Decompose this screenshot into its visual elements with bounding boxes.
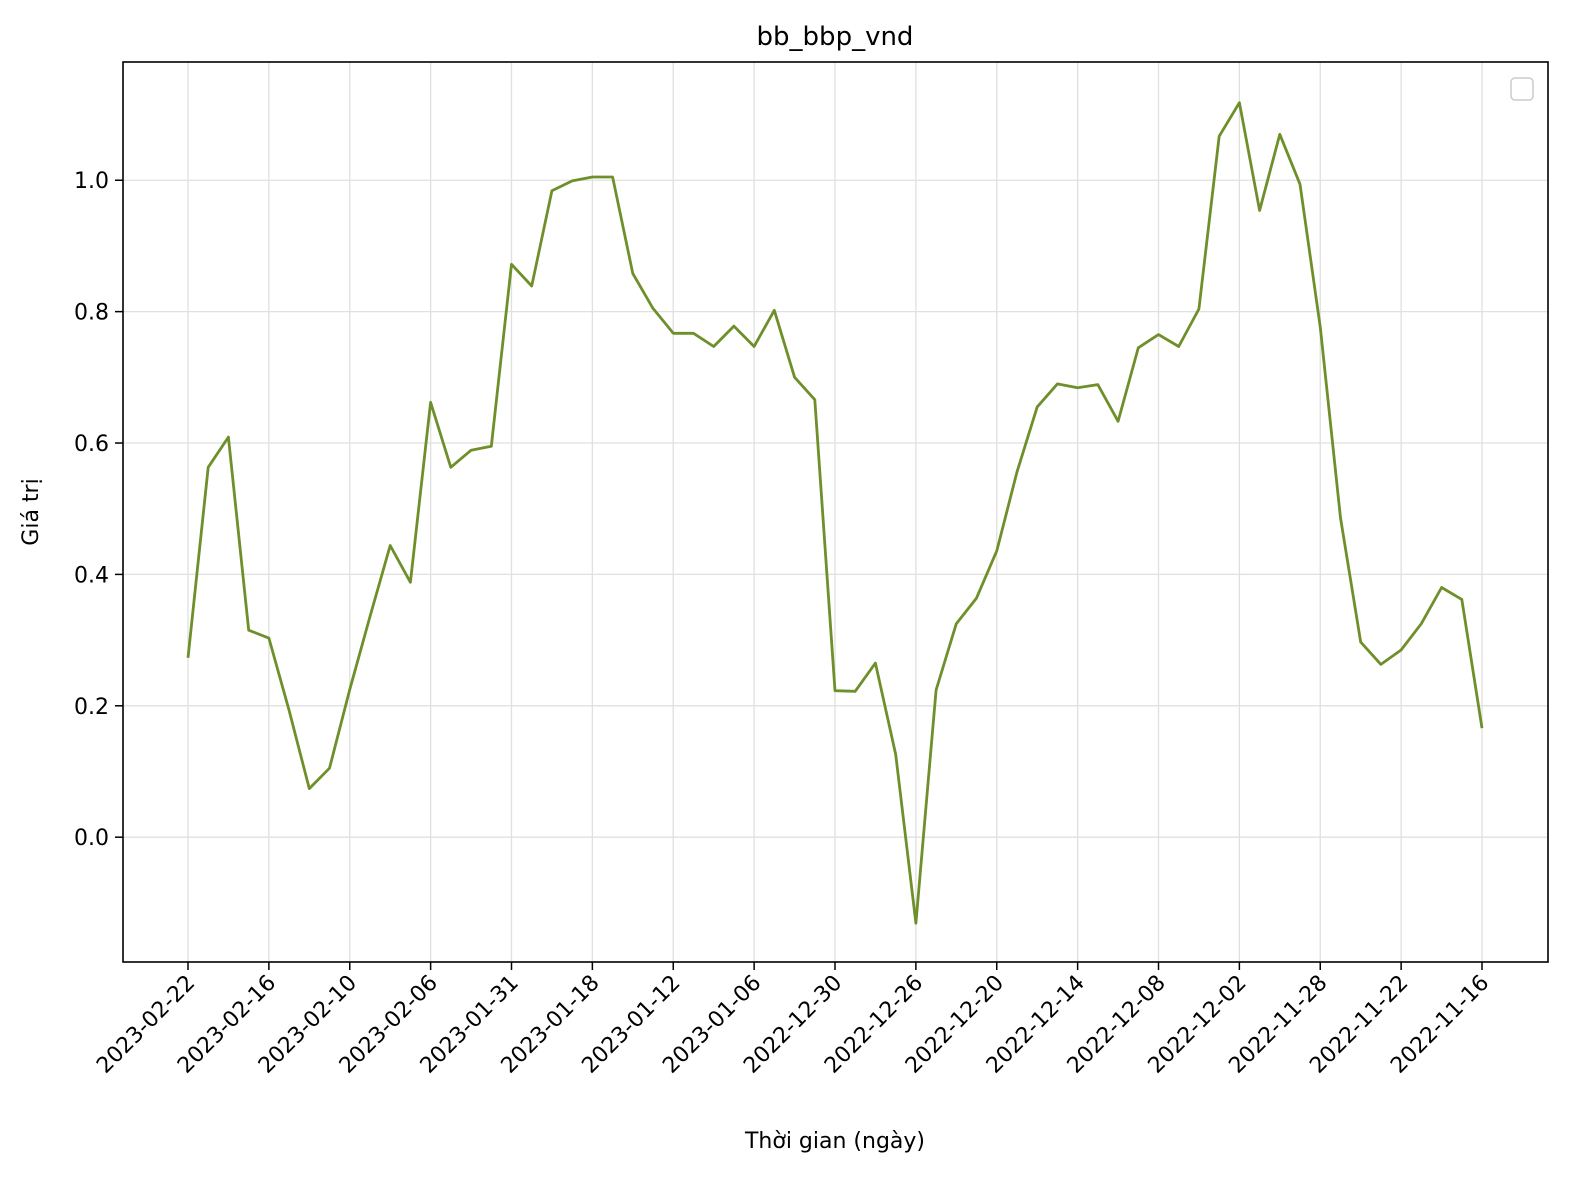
y-tick-label: 0.4 bbox=[74, 563, 109, 588]
y-tick-label: 0.6 bbox=[74, 432, 109, 457]
y-tick-label: 0.8 bbox=[74, 301, 109, 326]
y-tick-label: 1.0 bbox=[74, 169, 109, 194]
series-line bbox=[186, 101, 1484, 925]
x-axis-title: Thời gian (ngày) bbox=[744, 1129, 925, 1154]
chart-title: bb_bbp_vnd bbox=[757, 22, 914, 52]
grid-lines bbox=[123, 62, 1548, 962]
y-tick-label: 0.2 bbox=[74, 695, 109, 720]
y-axis: 0.0 0.2 0.4 0.6 0.8 1.0 bbox=[74, 169, 123, 851]
legend-box bbox=[1510, 77, 1534, 101]
y-axis-title: Giá trị bbox=[19, 478, 44, 545]
y-tick-label: 0.0 bbox=[74, 826, 109, 851]
series-layer bbox=[186, 101, 1484, 925]
